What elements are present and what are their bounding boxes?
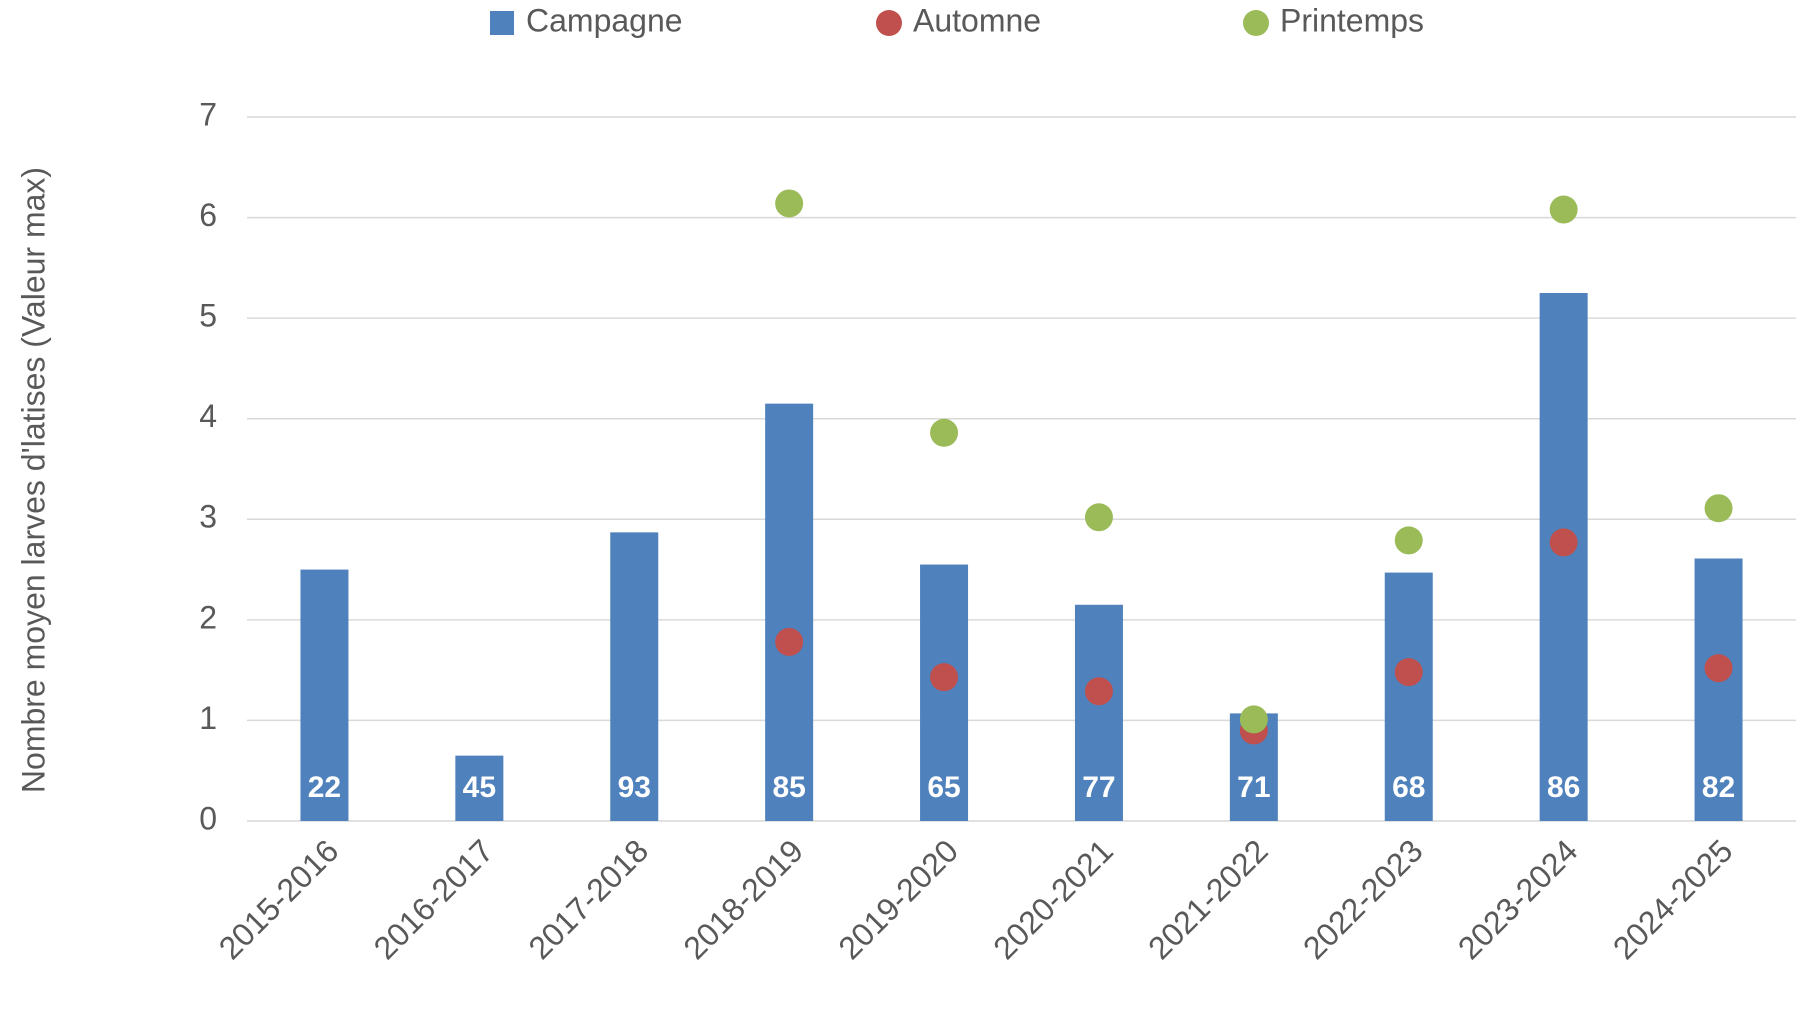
point: [930, 663, 959, 692]
bar-label: 86: [1547, 771, 1580, 804]
bar-label: 93: [618, 771, 651, 804]
bar: [765, 403, 814, 821]
bar-label: 65: [927, 771, 960, 804]
y-tick-label: 7: [199, 96, 217, 132]
point: [1704, 654, 1733, 683]
x-tick-label: 2017-2018: [522, 832, 656, 966]
x-tick-label: 2019-2020: [831, 832, 965, 966]
legend-swatch: [490, 11, 514, 35]
point: [1549, 195, 1578, 224]
bar-label: 85: [772, 771, 805, 804]
x-tick-label: 2020-2021: [986, 832, 1120, 966]
bar: [1074, 604, 1123, 821]
y-tick-label: 2: [199, 599, 217, 635]
bar: [1694, 558, 1743, 821]
point: [1084, 677, 1113, 706]
bar: [610, 532, 659, 821]
x-tick-label: 2023-2024: [1451, 832, 1585, 966]
y-tick-label: 4: [199, 398, 217, 434]
bar: [1384, 572, 1433, 821]
x-tick-label: 2024-2025: [1606, 832, 1740, 966]
x-tick-label: 2021-2022: [1141, 832, 1275, 966]
x-tick-label: 2018-2019: [676, 832, 810, 966]
y-axis-title: Nombre moyen larves d'latises (Valeur ma…: [15, 167, 51, 793]
point: [1704, 494, 1733, 523]
bar: [455, 755, 504, 821]
point: [1239, 705, 1268, 734]
legend-label: Automne: [913, 2, 1041, 38]
point: [775, 189, 804, 218]
legend-swatch: [1243, 10, 1269, 36]
y-tick-label: 1: [199, 700, 217, 736]
y-tick-label: 0: [199, 800, 217, 836]
point: [930, 418, 959, 447]
x-tick-label: 2022-2023: [1296, 832, 1430, 966]
point: [1394, 658, 1423, 687]
point: [1394, 526, 1423, 555]
x-tick-label: 2015-2016: [212, 832, 346, 966]
legend-swatch: [876, 10, 902, 36]
point: [775, 627, 804, 656]
bar: [920, 564, 969, 821]
y-tick-label: 5: [199, 298, 217, 334]
y-tick-label: 6: [199, 197, 217, 233]
point: [1549, 528, 1578, 557]
legend-label: Printemps: [1280, 2, 1424, 38]
legend-label: Campagne: [526, 2, 683, 38]
bar-label: 45: [463, 771, 496, 804]
bar-label: 68: [1392, 771, 1425, 804]
bar-label: 77: [1082, 771, 1115, 804]
y-tick-label: 3: [199, 499, 217, 535]
bar: [300, 569, 349, 821]
bar-label: 71: [1237, 771, 1270, 804]
point: [1084, 503, 1113, 532]
bar-label: 22: [308, 771, 341, 804]
x-tick-label: 2016-2017: [367, 832, 501, 966]
bar: [1539, 293, 1588, 821]
bar-label: 82: [1702, 771, 1735, 804]
